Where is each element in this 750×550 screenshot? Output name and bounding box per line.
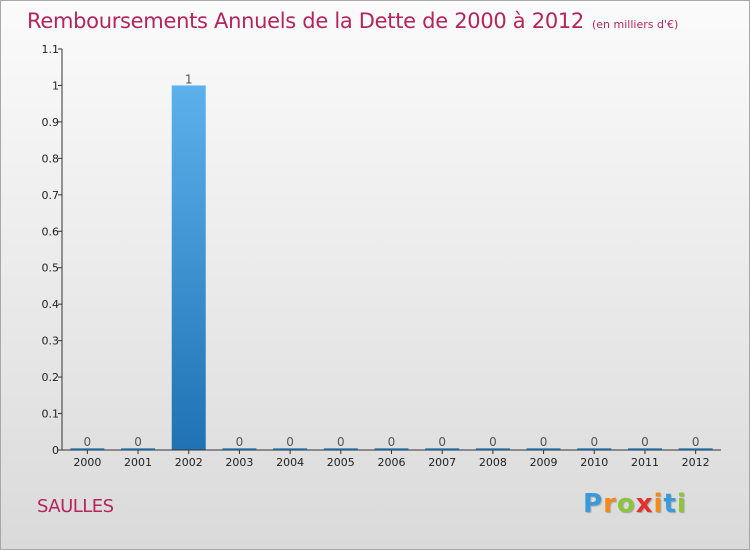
chart-unit: (en milliers d'€) — [592, 18, 679, 31]
bar-value-label: 0 — [692, 435, 700, 449]
bar — [323, 448, 358, 450]
y-tick-label: 0.8 — [42, 152, 60, 165]
bar — [171, 85, 206, 451]
chart-title: Remboursements Annuels de la Dette de 20… — [27, 9, 678, 33]
bar-value-label: 0 — [641, 435, 649, 449]
x-tick-label: 2006 — [378, 456, 406, 469]
bar — [526, 448, 561, 450]
bar-value-label: 0 — [388, 435, 396, 449]
logo-letter: t — [663, 489, 677, 519]
proxiti-logo[interactable]: Proxiti — [583, 489, 687, 519]
x-tick-label: 2009 — [530, 456, 558, 469]
x-tick-label: 2008 — [479, 456, 507, 469]
bar — [475, 448, 510, 450]
y-axis: 0 0.1 0.2 0.3 0.4 0.5 0.6 0.7 0.8 0.9 1 1.1 — [42, 43, 63, 457]
logo-letter: i — [653, 489, 664, 519]
x-tick-label: 2002 — [175, 456, 203, 469]
x-tick-label: 2001 — [124, 456, 152, 469]
y-tick-label: 0.7 — [42, 189, 60, 202]
y-tick-label: 1.1 — [42, 43, 60, 56]
bar — [374, 448, 409, 450]
x-tick-label: 2003 — [225, 456, 253, 469]
bar — [577, 448, 612, 450]
bar-value-label: 0 — [540, 435, 548, 449]
bar-value-label: 1 — [185, 72, 193, 86]
logo-letter: o — [616, 489, 636, 519]
bar-value-label: 0 — [84, 435, 92, 449]
bar-value-label: 0 — [286, 435, 294, 449]
y-tick-label: 0.5 — [42, 262, 60, 275]
logo-letter: r — [603, 489, 617, 519]
x-tick-label: 2012 — [682, 456, 710, 469]
y-tick-label: 0.4 — [42, 298, 60, 311]
logo-letter: P — [583, 489, 604, 519]
x-tick-label: 2000 — [73, 456, 101, 469]
x-axis: 2000 2001 2002 2003 2004 2005 2006 2007 2008 2009… — [62, 449, 721, 469]
town-name: SAULLES — [37, 496, 114, 517]
bar — [273, 448, 308, 450]
y-tick-label: 0.1 — [42, 408, 60, 421]
bar-value-label: 0 — [134, 435, 142, 449]
y-tick-label: 0.9 — [42, 116, 60, 129]
bar — [425, 448, 460, 450]
y-tick-label: 0.6 — [42, 225, 60, 238]
bar-value-label: 0 — [438, 435, 446, 449]
y-tick-label: 0 — [52, 444, 59, 457]
chart-title-text: Remboursements Annuels de la Dette de 20… — [27, 9, 584, 33]
bar-value-label: 0 — [489, 435, 497, 449]
bars: 0 0 1 0 0 0 0 0 0 0 0 0 0 — [70, 72, 713, 451]
logo-letter: x — [635, 489, 654, 519]
x-tick-label: 2004 — [276, 456, 304, 469]
x-tick-label: 2010 — [580, 456, 608, 469]
bar — [70, 448, 105, 450]
bar-value-label: 0 — [236, 435, 244, 449]
y-tick-label: 0.3 — [42, 335, 60, 348]
bar-value-label: 0 — [590, 435, 598, 449]
bar — [627, 448, 662, 450]
y-tick-label: 1 — [52, 79, 59, 92]
x-tick-label: 2011 — [631, 456, 659, 469]
bar — [678, 448, 713, 450]
bar-value-label: 0 — [337, 435, 345, 449]
x-tick-label: 2007 — [428, 456, 456, 469]
logo-letter: i — [676, 489, 687, 519]
x-tick-label: 2005 — [327, 456, 355, 469]
bar — [222, 448, 257, 450]
bar — [121, 448, 156, 450]
y-tick-label: 0.2 — [42, 371, 60, 384]
